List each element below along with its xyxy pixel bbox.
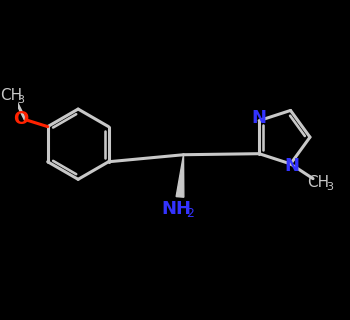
Text: O: O: [13, 110, 28, 128]
Polygon shape: [176, 155, 184, 197]
Text: 2: 2: [186, 206, 194, 220]
Text: NH: NH: [161, 200, 191, 218]
Text: CH: CH: [0, 88, 22, 103]
Text: CH: CH: [308, 175, 330, 190]
Text: N: N: [285, 157, 300, 175]
Text: N: N: [252, 109, 267, 127]
Text: 3: 3: [326, 182, 333, 192]
Text: 3: 3: [18, 95, 24, 105]
